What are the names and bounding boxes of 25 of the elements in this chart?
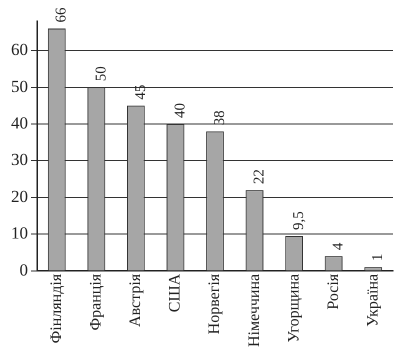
data-label: 50 xyxy=(93,66,110,82)
data-label: 45 xyxy=(132,84,149,100)
y-tick-label: 10 xyxy=(11,224,28,243)
y-tick-label: 20 xyxy=(11,186,28,206)
x-tick-label: Угорщина xyxy=(285,274,302,342)
y-tick-label: 60 xyxy=(11,40,28,60)
y-tick-label: 40 xyxy=(11,113,28,132)
data-label: 38 xyxy=(212,110,228,126)
x-tick-label: Франція xyxy=(88,273,105,331)
x-tick-label: Фінляндія xyxy=(48,273,65,344)
y-tick-label: 50 xyxy=(11,76,28,96)
x-tick-label: Росія xyxy=(324,273,342,310)
x-tick-label: Норвегія xyxy=(206,273,224,334)
data-label: 40 xyxy=(172,103,188,118)
x-tick-label: Німеччина xyxy=(246,274,263,348)
data-label: 22 xyxy=(251,169,268,184)
x-tick-label: Україна xyxy=(364,274,382,327)
y-tick-label: 0 xyxy=(20,260,28,280)
data-label: 66 xyxy=(54,7,70,23)
x-tick-label: Австрія xyxy=(127,273,144,327)
y-tick-label: 30 xyxy=(11,150,28,170)
data-label: 9,5 xyxy=(291,211,308,230)
x-tick-label: США xyxy=(166,273,184,312)
data-label: 4 xyxy=(330,242,347,250)
data-label: 1 xyxy=(370,254,386,262)
